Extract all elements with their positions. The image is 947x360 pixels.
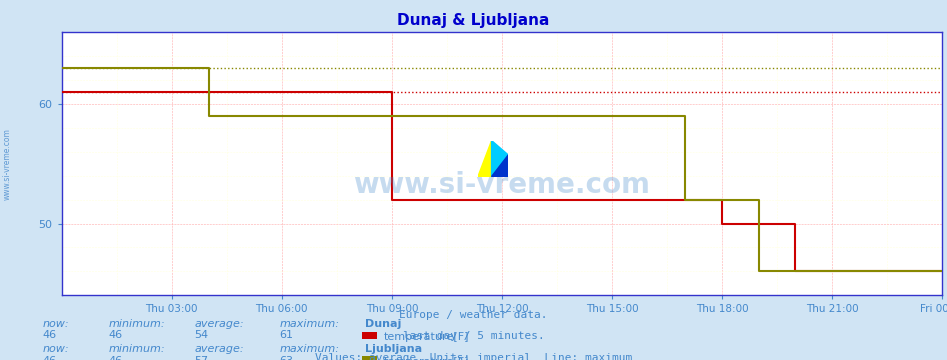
Text: now:: now: <box>43 344 69 354</box>
Text: average:: average: <box>194 319 243 329</box>
Text: maximum:: maximum: <box>279 344 339 354</box>
Text: now:: now: <box>43 319 69 329</box>
Text: minimum:: minimum: <box>109 344 166 354</box>
Text: www.si-vreme.com: www.si-vreme.com <box>3 128 12 200</box>
Text: 46: 46 <box>43 330 57 341</box>
Text: 61: 61 <box>279 330 294 341</box>
Text: 63: 63 <box>279 356 294 360</box>
Text: 46: 46 <box>109 356 123 360</box>
Text: Dunaj: Dunaj <box>365 319 401 329</box>
Text: 54: 54 <box>194 330 208 341</box>
Text: Europe / weather data.: Europe / weather data. <box>400 310 547 320</box>
Text: Values: average  Units: imperial  Line: maximum: Values: average Units: imperial Line: ma… <box>314 353 633 360</box>
Polygon shape <box>491 140 509 176</box>
Text: average:: average: <box>194 344 243 354</box>
Text: 46: 46 <box>109 330 123 341</box>
Polygon shape <box>478 140 491 176</box>
Text: Dunaj & Ljubljana: Dunaj & Ljubljana <box>398 13 549 28</box>
Text: maximum:: maximum: <box>279 319 339 329</box>
Text: temperature[F]: temperature[F] <box>384 332 469 342</box>
Polygon shape <box>491 155 509 176</box>
Text: 46: 46 <box>43 356 57 360</box>
Text: last day / 5 minutes.: last day / 5 minutes. <box>402 331 545 341</box>
Text: minimum:: minimum: <box>109 319 166 329</box>
Text: temperature[F]: temperature[F] <box>384 357 469 360</box>
Text: Ljubljana: Ljubljana <box>365 344 421 354</box>
Text: 57: 57 <box>194 356 208 360</box>
Text: www.si-vreme.com: www.si-vreme.com <box>353 171 651 199</box>
